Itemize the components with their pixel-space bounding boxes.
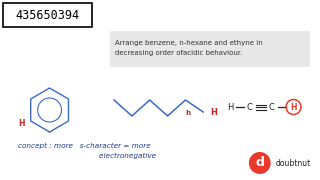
Text: doubtnut: doubtnut	[276, 159, 311, 168]
Text: H: H	[290, 102, 297, 111]
Text: concept : more   s-character = more: concept : more s-character = more	[18, 143, 151, 149]
Text: 435650394: 435650394	[16, 8, 80, 21]
Circle shape	[249, 152, 271, 174]
Text: Arrange benzene, n-hexane and ethyne in: Arrange benzene, n-hexane and ethyne in	[115, 40, 263, 46]
Text: H: H	[227, 102, 233, 111]
Text: decreasing order ofacidic behaviour.: decreasing order ofacidic behaviour.	[115, 50, 242, 56]
Text: d: d	[255, 156, 264, 170]
Text: C: C	[269, 102, 275, 111]
Text: electronegative: electronegative	[18, 153, 156, 159]
FancyBboxPatch shape	[110, 31, 310, 67]
FancyBboxPatch shape	[3, 3, 92, 27]
Text: H: H	[19, 118, 25, 127]
Text: h: h	[185, 110, 190, 116]
Text: H: H	[210, 107, 217, 116]
Text: C: C	[247, 102, 253, 111]
